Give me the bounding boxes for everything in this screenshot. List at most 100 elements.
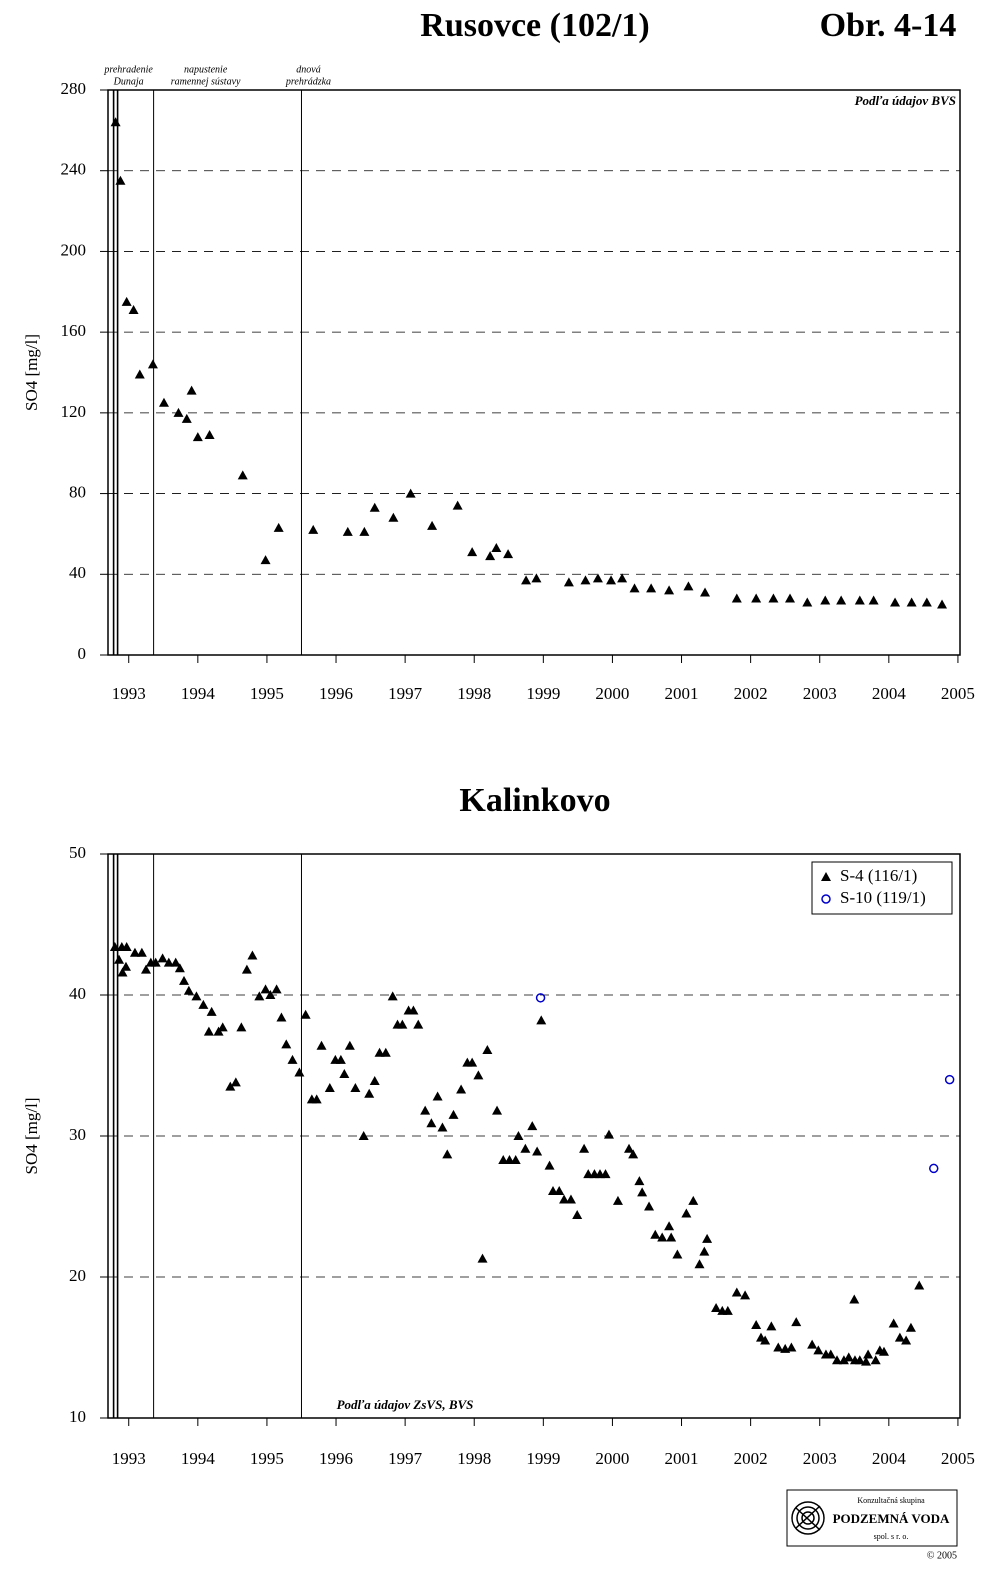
event-label: prehrádzka <box>285 76 331 87</box>
data-point <box>854 595 865 605</box>
data-point <box>294 1067 305 1077</box>
data-point <box>894 1332 905 1342</box>
data-point <box>612 1195 623 1205</box>
x-tick-label: 2000 <box>595 684 629 703</box>
data-point <box>442 1149 453 1159</box>
legend-marker <box>821 872 831 881</box>
data-point <box>861 1356 872 1366</box>
data-point <box>492 1105 503 1115</box>
data-point <box>836 595 847 605</box>
data-point <box>731 593 742 603</box>
data-point <box>760 1335 771 1345</box>
data-point <box>170 957 181 967</box>
data-point <box>914 1280 925 1290</box>
data-point <box>854 1355 865 1365</box>
data-point <box>928 1163 939 1174</box>
data-point <box>637 1187 648 1197</box>
data-point <box>217 1022 228 1032</box>
x-tick-label: 2001 <box>665 684 699 703</box>
data-point <box>832 1355 843 1365</box>
data-point <box>485 551 496 561</box>
logo-box <box>786 1489 958 1547</box>
logo-line1: Konzultačná skupina <box>857 1496 925 1505</box>
data-point <box>136 947 147 957</box>
data-point <box>448 1109 459 1119</box>
data-point <box>359 526 370 536</box>
data-point <box>186 385 197 395</box>
event-label: prehradenie <box>103 64 153 75</box>
x-tick-label: 2002 <box>734 684 768 703</box>
logo-name: PODZEMNÁ VODA <box>833 1511 950 1526</box>
data-point <box>134 369 145 379</box>
data-point <box>520 1143 531 1153</box>
data-point <box>606 575 617 585</box>
y-tick-label: 10 <box>69 1407 86 1426</box>
data-point <box>944 1074 955 1085</box>
data-point <box>413 1019 424 1029</box>
data-point <box>452 500 463 510</box>
x-tick-label: 2003 <box>803 1449 837 1468</box>
data-point <box>206 1006 217 1016</box>
x-tick-label: 1999 <box>526 1449 560 1468</box>
y-tick-label: 40 <box>69 563 86 582</box>
data-point <box>694 1259 705 1269</box>
data-point <box>342 526 353 536</box>
data-point <box>369 1076 380 1086</box>
data-point <box>905 1322 916 1332</box>
data-point <box>281 1039 292 1049</box>
data-point <box>664 585 675 595</box>
data-point <box>230 1077 241 1087</box>
y-tick-label: 240 <box>61 160 87 179</box>
data-point <box>316 1040 327 1050</box>
data-point <box>128 304 139 314</box>
data-point <box>878 1346 889 1356</box>
data-point <box>437 1122 448 1132</box>
data-point <box>527 1121 538 1131</box>
data-point <box>117 967 128 977</box>
data-point <box>271 984 282 994</box>
data-point <box>863 1349 874 1359</box>
data-point <box>890 597 901 607</box>
x-tick-label: 1994 <box>181 684 216 703</box>
data-point <box>397 1019 408 1029</box>
x-tick-label: 1999 <box>526 684 560 703</box>
data-point <box>115 175 126 185</box>
data-point <box>276 1012 287 1022</box>
data-point <box>324 1083 335 1093</box>
data-point <box>260 555 271 565</box>
data-point <box>600 1169 611 1179</box>
data-point <box>711 1303 722 1313</box>
data-point <box>388 512 399 522</box>
x-tick-label: 1996 <box>319 1449 353 1468</box>
legend-label: S-10 (119/1) <box>840 888 926 907</box>
data-point <box>241 964 252 974</box>
data-point <box>751 1319 762 1329</box>
data-point <box>110 117 121 127</box>
data-point <box>426 1118 437 1128</box>
data-point <box>344 1040 355 1050</box>
data-point <box>150 957 161 967</box>
data-point <box>254 991 265 1001</box>
data-point <box>141 964 152 974</box>
event-label: ramennej sústavy <box>171 76 241 87</box>
data-point <box>773 1342 784 1352</box>
x-tick-label: 1993 <box>112 1449 146 1468</box>
data-point <box>838 1355 849 1365</box>
y-tick-label: 40 <box>69 984 86 1003</box>
data-point <box>387 991 398 1001</box>
data-point <box>544 1160 555 1170</box>
data-point <box>791 1317 802 1327</box>
data-point <box>174 963 185 973</box>
y-tick-label: 50 <box>69 843 86 862</box>
data-point <box>247 950 258 960</box>
data-point <box>702 1233 713 1243</box>
data-point <box>260 984 271 994</box>
source-note: Podľa údajov BVS <box>855 93 956 108</box>
data-point <box>802 597 813 607</box>
y-tick-label: 80 <box>69 482 86 501</box>
data-point <box>785 593 796 603</box>
x-tick-label: 2002 <box>734 1449 768 1468</box>
data-point <box>664 1221 675 1231</box>
data-point <box>766 1321 777 1331</box>
data-point <box>666 1232 677 1242</box>
